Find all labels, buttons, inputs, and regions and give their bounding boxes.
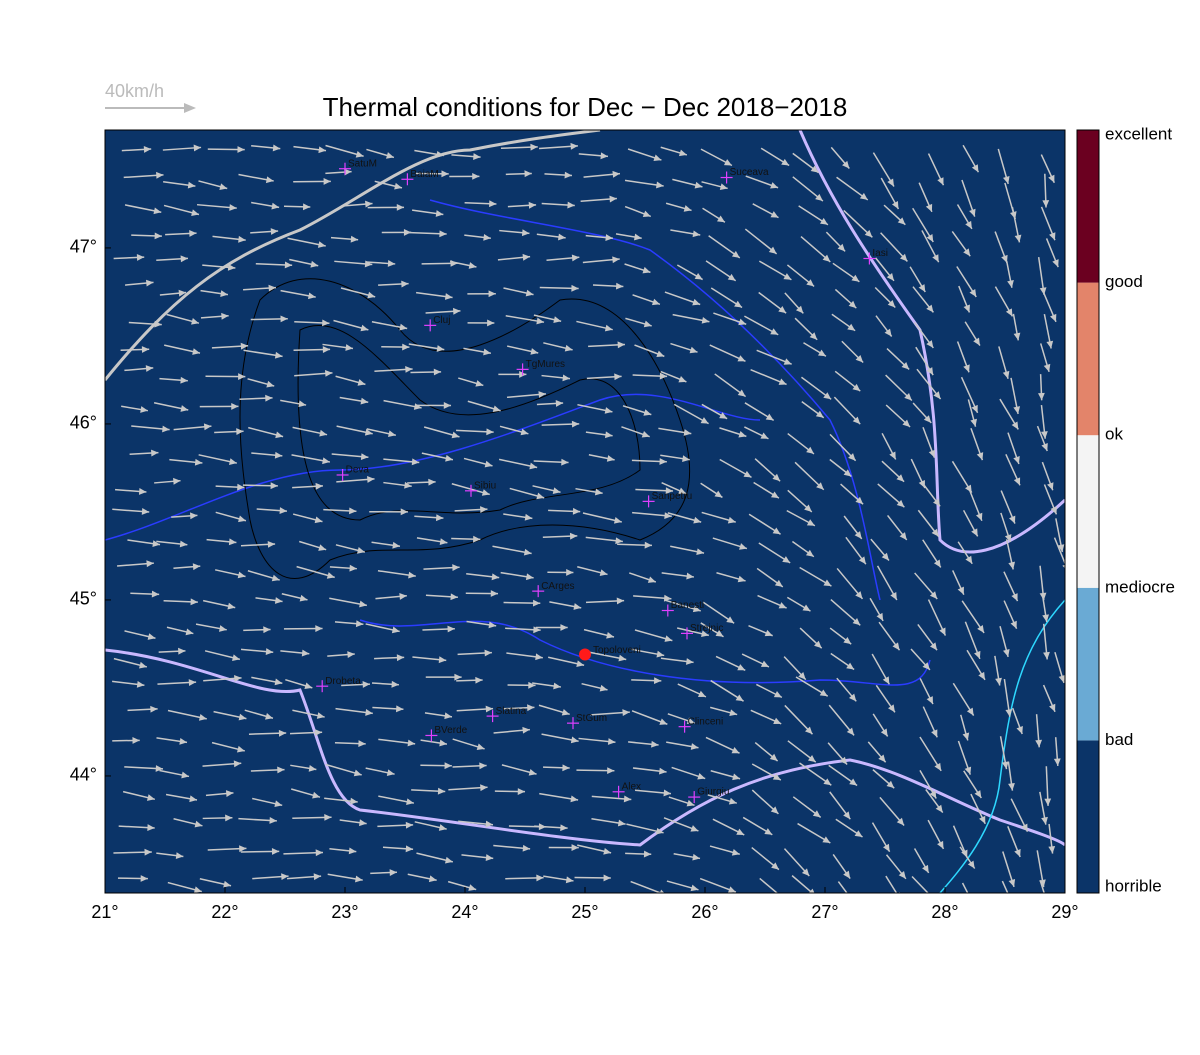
scale-label: 40km/h: [105, 81, 164, 101]
city-label: SatuM: [348, 158, 377, 169]
highlight-label: Topoloveni: [593, 645, 641, 656]
x-tick-label: 29°: [1051, 902, 1078, 922]
y-tick-label: 44°: [70, 765, 97, 785]
city-label: Drobeta: [325, 676, 361, 687]
y-tick-label: 46°: [70, 413, 97, 433]
city-label: Iasi: [872, 248, 888, 259]
wind-arrow-head: [780, 895, 788, 902]
colorbar-segment: [1077, 740, 1099, 893]
x-tick-label: 28°: [931, 902, 958, 922]
city-label: Sibiu: [474, 480, 496, 491]
city-label: Alex: [622, 781, 641, 792]
colorbar-label: mediocre: [1105, 577, 1175, 596]
city-label: Sanpetru: [652, 491, 693, 502]
city-label: TgMures: [526, 359, 565, 370]
city-label: Banesti: [671, 600, 704, 611]
highlight-point: [579, 649, 591, 661]
city-label: Cluj: [433, 315, 450, 326]
city-label: Clinceni: [688, 716, 724, 727]
colorbar-label: bad: [1105, 730, 1133, 749]
city-label: Strejnic: [690, 623, 723, 634]
city-label: Suceava: [730, 167, 769, 178]
x-tick-label: 23°: [331, 902, 358, 922]
x-tick-label: 26°: [691, 902, 718, 922]
x-tick-label: 27°: [811, 902, 838, 922]
wind-arrow-head: [973, 907, 979, 915]
colorbar-segment: [1077, 588, 1099, 741]
x-tick-label: 22°: [211, 902, 238, 922]
city-label: Slatina: [496, 706, 527, 717]
wind-arrow-head: [1043, 898, 1050, 906]
wind-arrow-head: [849, 898, 856, 906]
city-label: CArges: [541, 581, 574, 592]
y-tick-label: 47°: [70, 237, 97, 257]
y-tick-label: 45°: [70, 589, 97, 609]
city-label: Deva: [346, 465, 370, 476]
x-tick-label: 25°: [571, 902, 598, 922]
colorbar-label: excellent: [1105, 124, 1172, 143]
map-title: Thermal conditions for Dec − Dec 2018−20…: [323, 92, 848, 122]
colorbar-label: good: [1105, 272, 1143, 291]
x-tick-label: 24°: [451, 902, 478, 922]
city-label: Giurgiu: [697, 787, 729, 798]
colorbar-label: ok: [1105, 425, 1123, 444]
colorbar-segment: [1077, 283, 1099, 436]
city-label: StGum: [576, 713, 607, 724]
city-label: BaiaM: [410, 169, 438, 180]
scale-arrow-head: [184, 103, 196, 113]
city-label: BVerde: [434, 725, 467, 736]
colorbar-segment: [1077, 130, 1099, 283]
colorbar-label: horrible: [1105, 876, 1162, 895]
colorbar-segment: [1077, 435, 1099, 588]
x-tick-label: 21°: [91, 902, 118, 922]
wind-arrow-head: [1011, 906, 1017, 914]
